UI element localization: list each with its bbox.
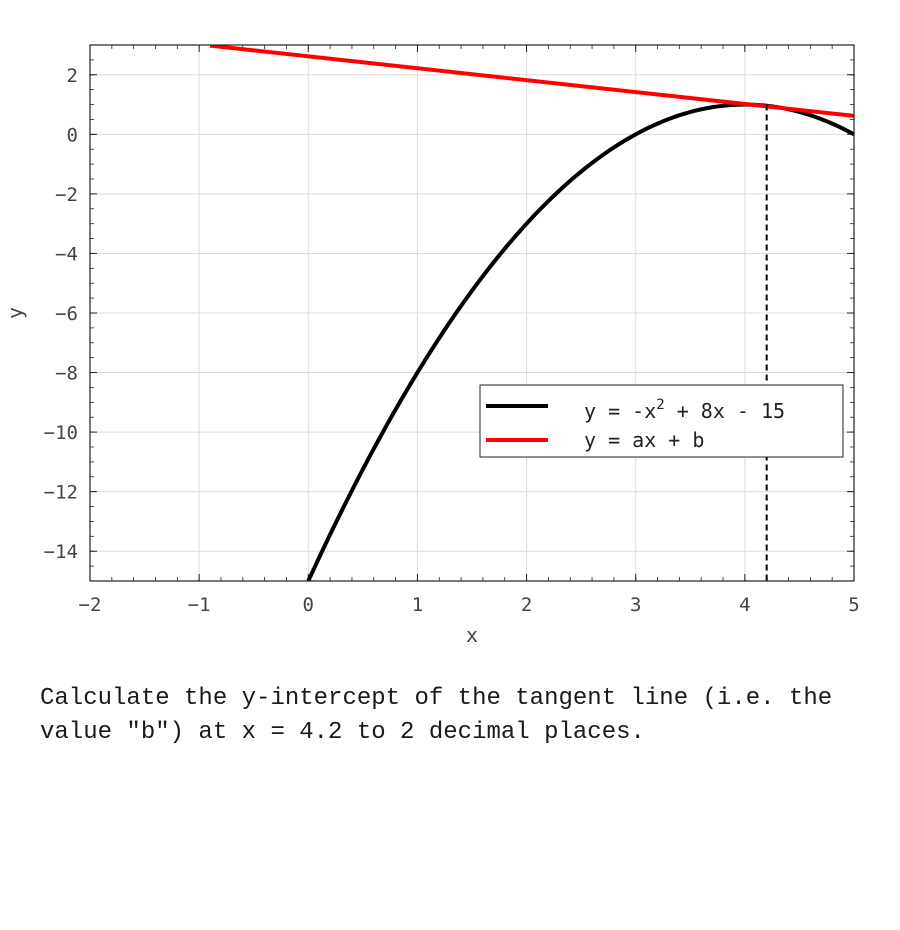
grid-layer (89, 45, 855, 581)
tangent-line (209, 45, 854, 118)
x-tick-label: 4 (739, 594, 750, 616)
plot-frame (89, 44, 855, 582)
x-tick-label: 5 (848, 594, 859, 616)
question-text: Calculate the y-intercept of the tangent… (40, 685, 833, 746)
y-axis-title: y (3, 307, 27, 319)
y-tick-label: −14 (44, 541, 78, 563)
legend-label-tangent: y = ax + b (584, 428, 704, 452)
y-tick-label: −4 (55, 243, 78, 265)
y-tick-label: 2 (67, 65, 78, 87)
parabola-curve (306, 102, 854, 581)
x-tick-label: −2 (79, 594, 102, 616)
legend-label-curve-base: y = -x (584, 399, 656, 423)
x-tick-label: −1 (188, 594, 211, 616)
x-tick-label: 3 (630, 594, 641, 616)
y-tick-label: −6 (55, 303, 78, 325)
series-layer (209, 45, 854, 581)
x-tick-label: 1 (412, 594, 423, 616)
y-tick-label: −10 (44, 422, 78, 444)
x-tick-label: 0 (303, 594, 314, 616)
x-axis-title: x (466, 623, 478, 647)
chart: −2 −1 0 1 2 3 4 5−14−12−10−8−6−4−202 x y y = -x… (3, 44, 860, 647)
legend-box (479, 384, 844, 458)
legend-label-curve-exponent: 2 (656, 397, 664, 413)
legend-label-curve-rest: + 8x - 15 (665, 399, 785, 423)
y-tick-label: −8 (55, 363, 78, 385)
x-tick-label: 2 (521, 594, 532, 616)
y-tick-label: −12 (44, 482, 78, 504)
labels-layer: −2 −1 0 1 2 3 4 5−14−12−10−8−6−4−202 (44, 65, 860, 616)
legend-label-curve: y = -x2 + 8x - 15 (584, 397, 785, 423)
y-tick-label: 0 (67, 124, 78, 146)
y-tick-label: −2 (55, 184, 78, 206)
legend: y = -x2 + 8x - 15 y = ax + b (479, 384, 844, 458)
